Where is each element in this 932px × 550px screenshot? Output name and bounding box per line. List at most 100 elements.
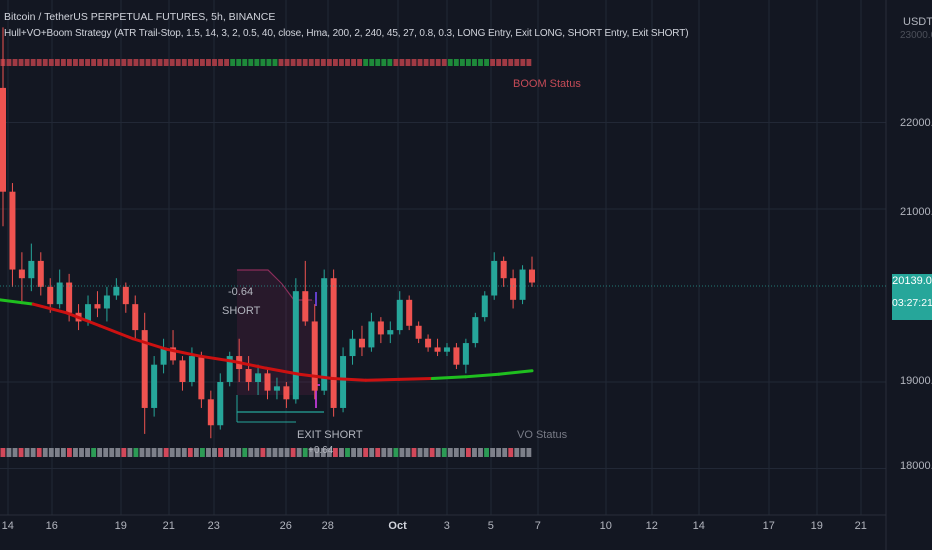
time-tick-label: 19: [114, 520, 127, 532]
boom-status-cell: [296, 59, 302, 66]
boom-status-cell: [363, 59, 369, 66]
vo-status-cell: [339, 448, 344, 457]
vo-status-cell: [169, 448, 175, 457]
candle-body: [292, 291, 299, 400]
boom-status-cell: [224, 59, 230, 66]
vo-status-cell: [260, 448, 266, 457]
boom-status-cell: [212, 59, 217, 66]
vo-status-cell: [369, 448, 375, 457]
vo-status-cell: [73, 448, 78, 457]
candle-body: [94, 304, 101, 309]
vo-status-cell: [6, 448, 12, 457]
boom-status-cell: [526, 59, 532, 66]
vo-status-cell: [24, 448, 30, 457]
vo-status-cell: [36, 448, 42, 457]
boom-status-cell: [254, 59, 260, 66]
boom-status-cell: [260, 59, 266, 66]
candle-body: [368, 321, 375, 348]
time-tick-label: 21: [854, 520, 867, 532]
price-tick-22000: 22000.0: [900, 117, 932, 129]
boom-status-cell: [103, 59, 109, 66]
price-tick-19000: 19000.0: [900, 375, 932, 387]
hull-ma-segment: [65, 311, 102, 328]
boom-status-cell: [520, 59, 526, 66]
vo-status-cell: [320, 448, 326, 457]
vo-status-cell: [411, 448, 417, 457]
boom-status-cell: [206, 59, 211, 66]
boom-status-cell: [266, 59, 272, 66]
vo-status-cell: [308, 448, 314, 457]
boom-status-cell: [97, 59, 103, 66]
candle-body: [396, 299, 403, 331]
candles: [0, 27, 535, 439]
vo-status-cell: [18, 448, 24, 457]
candle-body: [311, 321, 318, 391]
candle-body: [66, 282, 73, 313]
boom-status-cell: [393, 59, 399, 66]
vo-status-cell: [502, 448, 508, 457]
boom-status-cell: [242, 59, 248, 66]
vo-status-cell: [97, 448, 103, 457]
candle-body: [425, 338, 432, 348]
candle-body: [283, 386, 290, 400]
time-tick-label: 23: [207, 520, 220, 532]
boom-status-cell: [417, 59, 423, 66]
vo-status-cell: [326, 448, 332, 457]
candle-body: [321, 278, 328, 391]
price-tick-23000: 23000.0: [900, 30, 932, 41]
hull-ma-segment: [31, 302, 68, 315]
candle-body: [273, 386, 280, 391]
countdown-tag: 03:27:21: [892, 288, 932, 320]
boom-status-cell: [478, 59, 483, 66]
boom-status-cell: [30, 59, 36, 66]
candle-body: [330, 278, 337, 408]
vo-status-cell: [60, 448, 66, 457]
boom-status-cell: [381, 59, 387, 66]
vo-status-cell: [91, 448, 97, 457]
vo-status-cell: [375, 448, 381, 457]
time-tick-label: Oct: [388, 520, 407, 532]
vo-status-label: VO Status: [517, 429, 568, 441]
boom-status-cell: [230, 59, 236, 66]
boom-status-cell: [12, 59, 18, 66]
vo-status-cell: [520, 448, 526, 457]
short-pnl-label: -0.64: [228, 286, 254, 298]
candle-body: [122, 286, 129, 305]
candle-body: [170, 347, 177, 361]
hull-ma-segment: [364, 377, 401, 382]
boom-status-cell: [6, 59, 12, 66]
vo-status-cell: [453, 448, 459, 457]
boom-status-cell: [423, 59, 429, 66]
boom-status-cell: [375, 59, 381, 66]
candle-body: [188, 356, 195, 382]
boom-status-cell: [496, 59, 502, 66]
boom-status-cell: [218, 59, 223, 66]
time-tick-label: 17: [762, 520, 775, 532]
boom-status-cell: [514, 59, 520, 66]
boom-status-cell: [133, 59, 139, 66]
boom-status-cell: [139, 59, 145, 66]
time-tick-label: 14: [692, 520, 705, 532]
vo-status-cell: [284, 448, 290, 457]
study-legend[interactable]: Hull+VO+Boom Strategy (ATR Trail-Stop, 1…: [4, 28, 689, 39]
candle-body: [500, 260, 507, 279]
hull-ma-segment: [264, 366, 301, 376]
boom-status-cell: [272, 59, 278, 66]
boom-status-cell: [169, 59, 175, 66]
boom-status-cell: [73, 59, 78, 66]
boom-status-cell: [79, 59, 84, 66]
hull-ma-segment: [131, 337, 168, 351]
boom-status-cell: [48, 59, 54, 66]
candle-body: [160, 347, 167, 365]
currency-label[interactable]: USDT: [903, 16, 932, 28]
candle-body: [340, 356, 347, 408]
vo-status-cell: [508, 448, 514, 457]
boom-status-cell: [405, 59, 411, 66]
time-tick-label: 5: [487, 520, 494, 532]
hull-ma-line: [0, 298, 534, 382]
time-tick-label: 16: [45, 520, 58, 532]
vo-status-cell: [212, 448, 217, 457]
vo-status-cell: [472, 448, 477, 457]
